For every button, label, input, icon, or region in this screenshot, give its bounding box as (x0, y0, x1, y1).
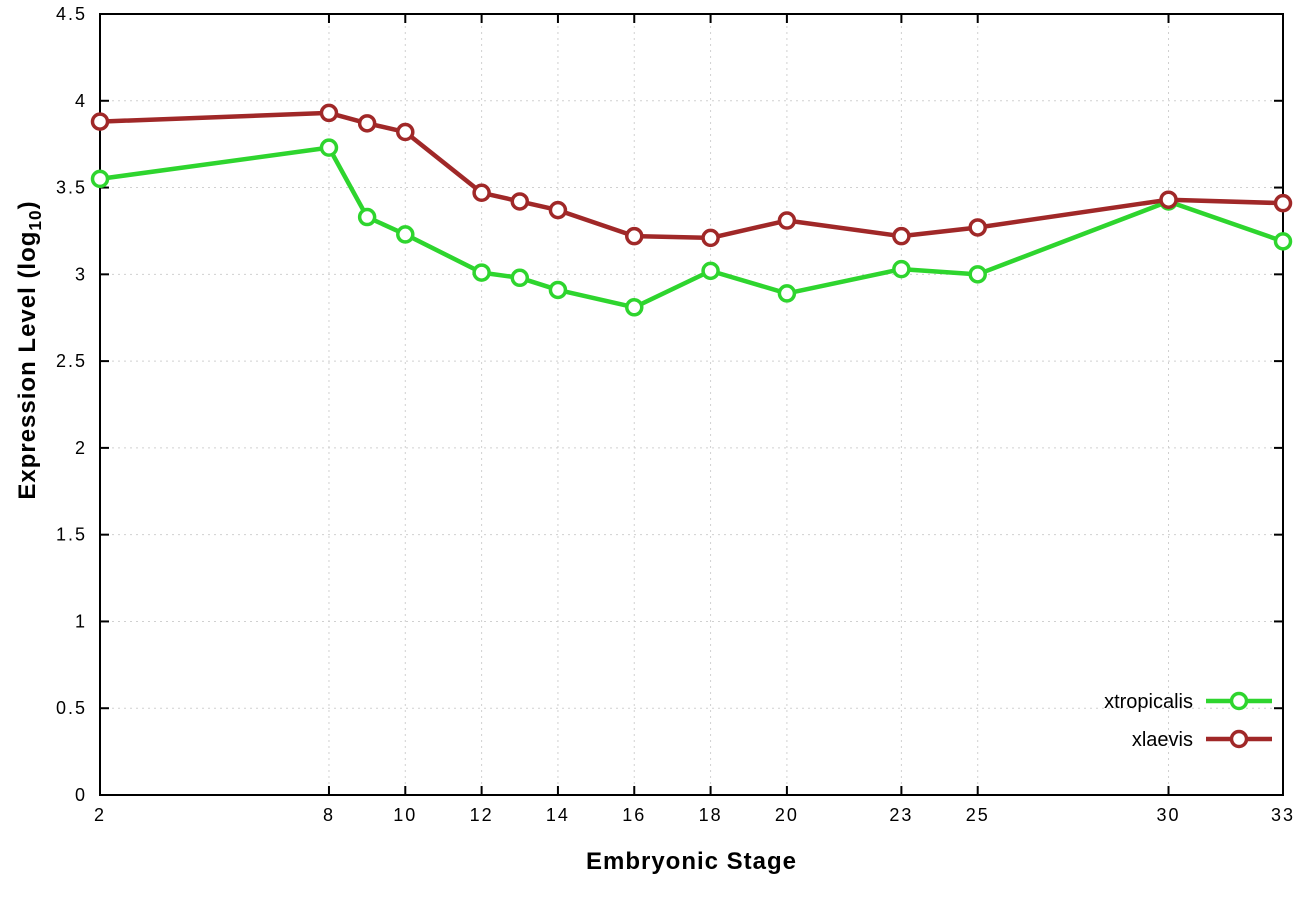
x-tick-label: 30 (1157, 805, 1181, 825)
y-tick-label: 2.5 (56, 351, 87, 371)
plot-border (99, 13, 1284, 796)
y-tick-label: 0 (75, 785, 87, 805)
data-point (357, 207, 377, 227)
data-point (472, 263, 491, 282)
tick-labels: 2 8 10 12 14 16 18 20 23 25 30 33 0 0.5 1 1.5 2 2.5 3 3.5 4 4… (56, 4, 1295, 825)
y-tick-label: 4 (75, 91, 87, 111)
data-point (472, 183, 491, 203)
data-point (510, 192, 530, 211)
data-point (625, 298, 644, 317)
y-tick-label: 2 (75, 438, 87, 458)
y-tick-label: 4.5 (56, 4, 87, 24)
y-axis-title-main: Expression Level (log (14, 230, 42, 500)
grid (99, 13, 1284, 796)
y-tick-label: 3 (75, 264, 87, 284)
data-point (892, 259, 911, 279)
data-point (319, 138, 339, 157)
y-axis-title-close: ) (14, 200, 42, 210)
axis-ticks (99, 13, 1284, 796)
legend: xtropicalis xlaevis (1104, 691, 1272, 751)
x-tick-label: 20 (775, 805, 799, 825)
series-line (97, 110, 1286, 241)
x-tick-label: 14 (546, 805, 570, 825)
series-xtropicalis (90, 138, 1293, 317)
legend-marker-sample (1229, 691, 1249, 711)
y-tick-label: 1.5 (56, 525, 87, 545)
data-point (701, 228, 720, 248)
x-tick-label: 18 (699, 805, 723, 825)
y-tick-label: 3.5 (56, 178, 87, 198)
legend-label: xtropicalis (1104, 691, 1193, 713)
data-point (968, 265, 987, 284)
x-tick-label: 33 (1271, 805, 1295, 825)
data-point (357, 114, 377, 133)
data-point (510, 268, 530, 288)
data-point (777, 211, 797, 230)
x-tick-label: 23 (889, 805, 913, 825)
data-point (625, 226, 644, 246)
legend-marker-sample (1229, 729, 1249, 749)
data-point (777, 284, 797, 303)
x-axis-title: Embryonic Stage (585, 848, 798, 875)
y-tick-label: 1 (75, 611, 87, 631)
y-axis-title: Expression Level (log10) (14, 200, 46, 499)
data-point (396, 225, 415, 244)
data-point (1273, 232, 1293, 251)
data-point (90, 112, 110, 131)
data-point (90, 169, 110, 189)
data-point (548, 280, 568, 300)
data-point (319, 103, 339, 123)
x-tick-label: 8 (323, 805, 335, 825)
series-line (97, 145, 1286, 310)
data-point (548, 200, 568, 220)
x-tick-label: 2 (94, 805, 106, 825)
data-point (892, 226, 911, 246)
data-point (701, 261, 720, 281)
series-xlaevis (90, 103, 1293, 248)
x-tick-label: 10 (393, 805, 417, 825)
x-tick-label: 16 (622, 805, 646, 825)
legend-label: xlaevis (1132, 729, 1193, 751)
data-point (396, 122, 415, 142)
x-tick-label: 12 (470, 805, 494, 825)
data-point (1273, 193, 1293, 213)
x-tick-label: 25 (966, 805, 990, 825)
y-axis-title-sub: 10 (24, 209, 45, 231)
data-point (968, 218, 987, 237)
y-tick-label: 0.5 (56, 698, 87, 718)
data-point (1159, 190, 1178, 209)
